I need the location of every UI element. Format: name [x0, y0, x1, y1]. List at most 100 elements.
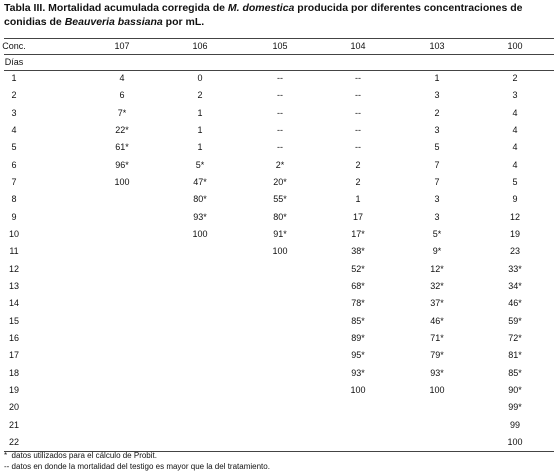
day-cell: 2	[11, 90, 17, 101]
data-cell: 100	[272, 246, 288, 257]
data-cell: 78*	[351, 298, 365, 309]
day-cell: 19	[8, 384, 19, 395]
data-cell: --	[277, 73, 283, 83]
data-cell: 5*	[195, 159, 205, 170]
data-cell: --	[277, 107, 283, 118]
data-cell: 2	[197, 90, 203, 101]
day-cell: 22	[8, 436, 19, 447]
data-cell: 12*	[430, 263, 444, 274]
data-cell: 19	[509, 228, 520, 239]
header-cell: 107	[114, 41, 130, 51]
data-cell: 1	[197, 107, 203, 118]
data-cell: 91*	[273, 228, 287, 239]
day-cell: 4	[11, 124, 17, 135]
day-cell: 21	[8, 419, 19, 430]
data-cell: 3	[434, 124, 440, 135]
data-cell: 7*	[117, 107, 127, 118]
data-cell: --	[355, 142, 361, 153]
day-cell: 8	[11, 194, 17, 205]
data-cell: 3	[434, 211, 440, 222]
data-cell: 68*	[351, 280, 365, 291]
title-italic: M. domestica	[227, 2, 295, 14]
data-cell: 93*	[351, 367, 365, 378]
data-cell: 52*	[351, 263, 365, 274]
data-cell: 55*	[273, 194, 287, 205]
rule	[4, 70, 554, 71]
data-cell: --	[277, 142, 283, 153]
day-cell: 3	[11, 107, 17, 118]
data-cell: 9	[512, 194, 518, 205]
footnote: -- datos en donde la mortalidad del test…	[4, 462, 270, 471]
data-cell: 89*	[351, 332, 365, 343]
data-cell: --	[355, 90, 361, 101]
data-cell: 100	[192, 228, 208, 239]
data-cell: --	[277, 90, 283, 101]
data-cell: 34*	[508, 280, 522, 291]
data-cell: --	[355, 124, 361, 135]
day-cell: 14	[8, 298, 19, 309]
data-cell: 93*	[430, 367, 444, 378]
data-cell: 9*	[432, 246, 442, 257]
header-cell: 103	[429, 41, 445, 51]
title-italic: Beauveria bassiana	[64, 16, 163, 28]
data-cell: 93*	[193, 211, 207, 222]
data-cell: 5	[434, 142, 440, 153]
data-cell: 81*	[508, 350, 522, 361]
header-cell: 100	[507, 41, 523, 51]
data-cell: 1	[434, 73, 440, 83]
data-cell: 5	[512, 176, 518, 187]
day-cell: 17	[8, 350, 19, 361]
data-cell: --	[277, 124, 283, 135]
data-cell: 4	[512, 159, 518, 170]
header-cell: 105	[272, 41, 288, 51]
day-cell: 15	[8, 315, 19, 326]
data-cell: 37*	[430, 298, 444, 309]
title-text: Tabla III. Mortalidad acumulada corregid…	[4, 2, 228, 14]
data-cell: 80*	[193, 194, 207, 205]
data-cell: 100	[114, 176, 130, 187]
data-cell: --	[355, 73, 361, 83]
data-cell: 2	[434, 107, 440, 118]
day-cell: 6	[11, 159, 17, 170]
data-cell: 32*	[430, 280, 444, 291]
header-cell: Días	[4, 57, 24, 67]
data-cell: 4	[119, 73, 125, 83]
day-cell: 11	[9, 246, 19, 257]
data-cell: 4	[512, 142, 518, 153]
data-cell: 100	[507, 436, 523, 447]
data-cell: 2	[355, 176, 361, 187]
data-cell: 3	[434, 90, 440, 101]
title-line: Tabla III. Mortalidad acumulada corregid…	[4, 2, 523, 14]
data-cell: 61*	[115, 142, 129, 153]
data-cell: 90*	[508, 384, 522, 395]
data-cell: 5*	[432, 228, 442, 239]
data-cell: 46*	[430, 315, 444, 326]
data-cell: 4	[512, 107, 518, 118]
data-cell: 3	[512, 90, 518, 101]
data-cell: 33*	[508, 263, 522, 274]
data-cell: 6	[119, 90, 125, 101]
data-cell: --	[355, 107, 361, 118]
data-cell: 2*	[275, 159, 285, 170]
data-cell: 85*	[508, 367, 522, 378]
data-cell: 4	[512, 124, 518, 135]
title-line: conidias de Beauveria bassiana por mL.	[4, 16, 204, 28]
day-cell: 10	[8, 228, 19, 239]
data-cell: 7	[434, 159, 440, 170]
data-cell: 0	[197, 73, 203, 83]
day-cell: 1	[11, 73, 17, 83]
data-cell: 72*	[508, 332, 522, 343]
data-cell: 96*	[115, 159, 129, 170]
data-cell: 80*	[273, 211, 287, 222]
data-cell: 85*	[351, 315, 365, 326]
data-cell: 2	[512, 73, 518, 83]
data-cell: 100	[350, 384, 366, 395]
data-cell: 1	[197, 124, 203, 135]
title-text: conidias de	[4, 16, 65, 28]
day-cell: 7	[11, 176, 17, 187]
data-cell: 3	[434, 194, 440, 205]
data-cell: 23	[509, 246, 520, 257]
rule	[4, 54, 554, 55]
day-cell: 12	[8, 263, 19, 274]
title-text: por mL.	[162, 16, 205, 28]
